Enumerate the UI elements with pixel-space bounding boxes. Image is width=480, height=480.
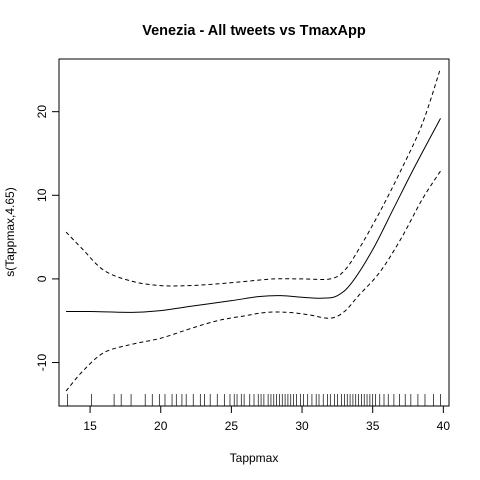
x-tick-label: 40 — [437, 419, 451, 433]
rug-plot — [67, 394, 441, 406]
chart-title: Venezia - All tweets vs TmaxApp — [142, 23, 366, 39]
fit-line — [66, 118, 441, 313]
y-tick-label: 10 — [35, 188, 49, 202]
y-tick-label: -10 — [35, 354, 49, 372]
plot-frame — [58, 58, 450, 407]
x-tick-label: 35 — [366, 419, 380, 433]
series-lines — [65, 68, 441, 392]
y-axis: -10 0 10 20 — [35, 105, 59, 372]
lower-band-line — [65, 170, 441, 392]
x-tick-label: 25 — [225, 419, 239, 433]
x-axis: 15 20 25 30 35 40 — [83, 406, 450, 433]
y-tick-label: 0 — [35, 275, 49, 282]
x-tick-label: 30 — [295, 419, 309, 433]
y-axis-label: s(Tappmax,4.65) — [3, 187, 17, 276]
x-tick-label: 15 — [83, 419, 97, 433]
x-axis-label: Tappmax — [230, 451, 279, 465]
upper-band-line — [65, 68, 441, 287]
x-tick-label: 20 — [154, 419, 168, 433]
y-tick-label: 20 — [35, 105, 49, 119]
